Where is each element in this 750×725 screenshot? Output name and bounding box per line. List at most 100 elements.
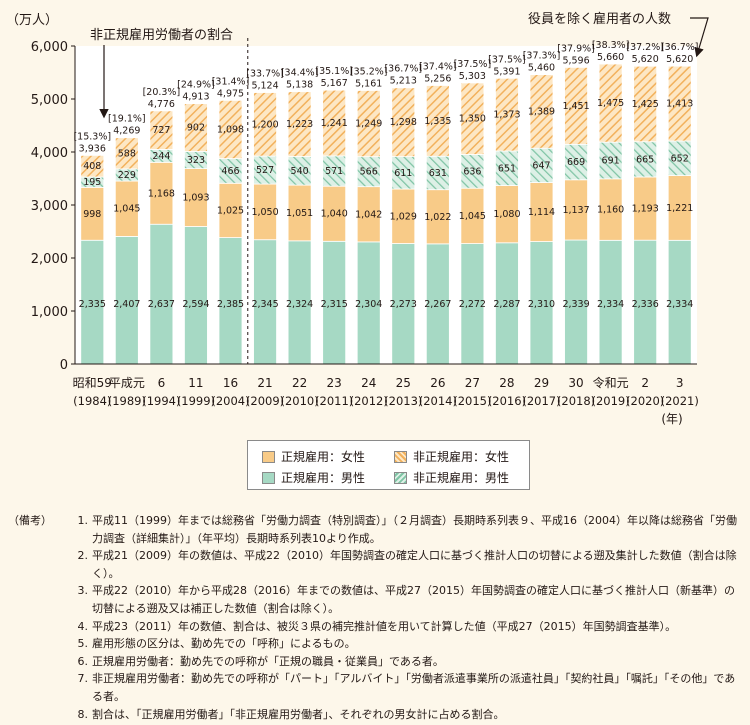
note-text: 非正規雇用労働者：勤め先での呼称が「パート」「アルバイト」「労働者派遣事業所の派… [92,672,736,703]
segment-value-label: 1,040 [321,209,348,220]
segment-value-label: 1,114 [528,207,555,218]
legend-label: 非正規雇用：女性 [413,450,510,464]
x-tick-year-label: (2021) [661,394,699,408]
x-tick-year-label: (2019) [591,394,629,408]
segment-value-label: 1,413 [666,99,693,110]
x-tick-label: 3 [676,376,684,390]
bar-segment [529,74,554,149]
segment-value-label: 2,637 [148,299,175,310]
total-value-label: 5,124 [251,80,278,91]
total-value-label: 5,138 [286,80,313,91]
x-tick-year-label: (2017) [522,394,560,408]
total-value-label: 5,660 [597,52,624,63]
bar-segment [667,65,692,142]
segment-value-label: 2,334 [666,299,693,310]
y-tick-label: 0 [60,358,68,373]
ratio-label: [20.3%] [143,87,181,98]
x-tick-label: 21 [257,376,272,390]
x-tick-year-label: (1984) [73,394,111,408]
note-text: 割合は、「正規雇用労働者」「非正規雇用労働者」、それぞれの男女計に占める割合。 [92,707,505,721]
bar-segment [460,82,485,155]
segment-value-label: 588 [118,148,136,159]
segment-value-label: 540 [291,166,309,177]
x-tick-label: 24 [361,376,376,390]
ratio-label: [35.1%] [315,66,353,77]
ratio-label: [33.7%] [246,68,284,79]
x-tick-label: 平成元 [109,376,145,390]
x-tick-year-label: (1989) [108,394,146,408]
note-text: 平成22（2010）年から平成28（2016）年までの数値は、平成27（2015… [92,584,735,615]
x-tick-year-label: (1994) [142,394,180,408]
notes: （備考） 1. 平成11（1999）年までは総務省「労働力調査（特別調査）」（２… [8,512,743,723]
segment-value-label: 2,336 [632,299,659,310]
bar-segment [253,92,277,157]
note-number: 6. [77,654,89,668]
segment-value-label: 647 [532,160,550,171]
segment-value-label: 727 [152,125,170,136]
bar-segment [287,91,312,157]
employment-stacked-bar-chart: （万人） 0 1,000 2,000 3,000 4,000 5,000 6,000 2,3… [6,11,709,426]
note-text: 正規雇用労働者：勤め先での呼称が「正規の職員・従業員」である者。 [92,654,444,668]
segment-value-label: 1,425 [632,99,659,110]
ratio-label: [24.9%] [177,80,215,91]
segment-value-label: 652 [671,153,689,164]
segment-value-label: 1,335 [424,116,451,127]
segment-value-label: 323 [187,155,205,166]
ratio-annotation: 非正規雇用労働者の割合 [90,27,233,43]
year-suffix-label: (年) [661,412,682,426]
segment-value-label: 631 [429,168,447,179]
bar-segment [322,89,347,157]
segment-value-label: 1,389 [528,106,555,117]
segment-value-label: 651 [498,163,516,174]
total-value-label: 5,596 [562,55,589,66]
ratio-label: [37.9%] [557,43,595,54]
segment-value-label: 1,373 [493,110,520,121]
bar-segment [564,67,588,145]
segment-value-label: 1,193 [632,204,659,215]
segment-value-label: 1,475 [597,98,624,109]
total-value-label: 5,620 [632,54,659,65]
note-row: 2. 平成21（2009）年の数値は、平成22（2010）年国勢調査の確定人口に… [8,547,743,582]
ratio-label: [36.7%] [661,42,699,53]
segment-value-label: 244 [152,151,170,162]
bar-segment [184,226,208,365]
total-value-label: 4,975 [217,88,244,99]
note-text: 平成21（2009）年の数値は、平成22（2010）年国勢調査の確定人口に基づく… [92,549,737,580]
segment-value-label: 1,050 [251,207,278,218]
note-row: （備考） 1. 平成11（1999）年までは総務省「労働力調査（特別調査）」（２… [8,512,743,547]
x-tick-year-label: (2011) [315,394,353,408]
segment-value-label: 1,080 [493,209,520,220]
y-tick-label: 1,000 [31,305,68,320]
x-tick-label: 26 [430,376,445,390]
bar-segment [149,223,174,365]
legend-item-nonregular-male: 非正規雇用：男性 [394,469,509,486]
total-value-label: 5,256 [424,73,451,84]
total-value-label: 4,776 [148,99,175,110]
x-tick-label: 28 [499,376,514,390]
total-value-label: 4,913 [182,92,209,103]
bar-segment [184,103,208,152]
ratio-label: [37.5%] [454,59,492,70]
total-value-label: 5,391 [493,66,520,77]
segment-value-label: 902 [187,123,205,134]
note-text: 平成11（1999）年までは総務省「労働力調査（特別調査）」（２月調査）長期時系… [92,514,737,545]
segment-value-label: 1,350 [459,114,486,125]
y-tick-label: 3,000 [31,199,68,214]
bars: 2,335 998 195 408 3,936[15.3%] 2,407 1,045 229 5… [73,38,699,365]
legend: 正規雇用：女性 非正規雇用：女性 正規雇用：男性 非正規雇用：男性 [247,440,530,490]
segment-value-label: 2,272 [459,299,486,310]
bar-segment [218,99,243,159]
ratio-label: [37.4%] [419,61,457,72]
note-row: 6. 正規雇用労働者：勤め先での呼称が「正規の職員・従業員」である者。 [8,653,743,671]
legend-swatch-regular-female [262,450,275,463]
total-value-label: 5,460 [528,63,555,74]
segment-value-label: 1,025 [217,205,244,216]
segment-value-label: 2,335 [79,299,106,310]
y-axis: 0 1,000 2,000 3,000 4,000 5,000 6,000 [31,40,76,373]
note-row: 8. 割合は、「正規雇用労働者」「非正規雇用労働者」、それぞれの男女計に占める割… [8,706,743,724]
x-tick-year-label: (2014) [419,394,457,408]
segment-value-label: 2,304 [355,299,382,310]
ratio-label: [38.3%] [592,40,630,51]
total-arrow [690,17,709,58]
x-tick-year-label: (2016) [488,394,526,408]
